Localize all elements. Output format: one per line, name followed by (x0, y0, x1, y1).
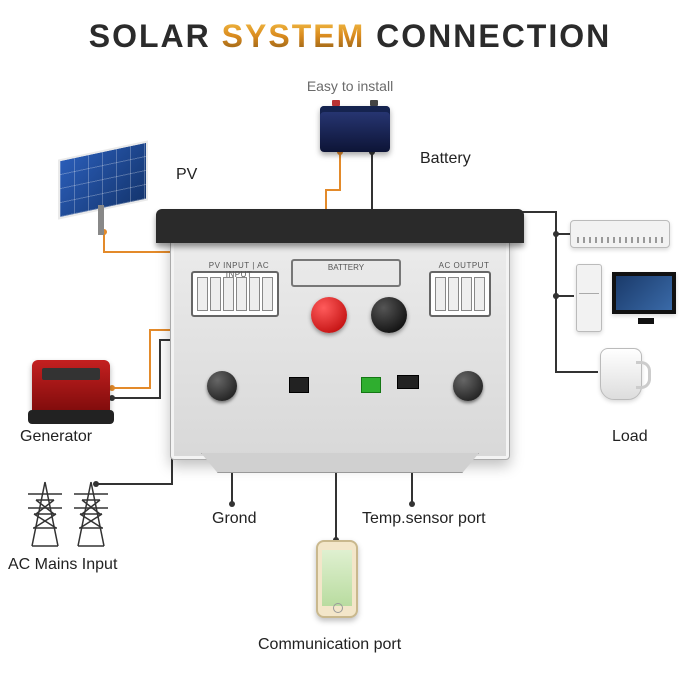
label-temp: Temp.sensor port (362, 510, 486, 528)
air-conditioner-icon (570, 220, 670, 248)
ac-output-block: AC OUTPUT (429, 271, 491, 317)
subtitle: Easy to install (307, 78, 393, 94)
label-acmains: AC Mains Input (8, 556, 117, 574)
inverter-base (201, 453, 479, 473)
label-load: Load (612, 428, 648, 446)
generator-icon (32, 360, 110, 416)
temp-sensor-port (361, 377, 381, 393)
label-pv: PV (176, 166, 197, 184)
battery-post-positive (311, 297, 347, 333)
title-word-2: SYSTEM (222, 18, 366, 54)
breaker-right (453, 371, 483, 401)
breaker-left (207, 371, 237, 401)
battery-icon (320, 106, 390, 152)
label-generator: Generator (20, 428, 92, 446)
output-block-label: AC OUTPUT (435, 261, 493, 270)
battery-frame: BATTERY (291, 259, 401, 287)
fridge-icon (576, 264, 602, 332)
battery-frame-label: BATTERY (328, 263, 364, 272)
title-word-1: SOLAR (89, 18, 211, 54)
rocker-switch (397, 375, 419, 389)
pv-pole-icon (98, 205, 104, 235)
pylon-icon (70, 480, 112, 548)
pylon-icon (24, 480, 66, 548)
tv-icon (612, 272, 676, 314)
title-word-3: CONNECTION (376, 18, 611, 54)
label-battery: Battery (420, 150, 471, 168)
inverter-unit: PV INPUT | AC INPUT BATTERY AC OUTPUT (170, 230, 510, 460)
phone-icon (316, 540, 358, 618)
kettle-icon (600, 348, 642, 400)
label-ground: Grond (212, 510, 256, 528)
main-title: SOLAR SYSTEM CONNECTION (89, 18, 611, 55)
rj45-port (289, 377, 309, 393)
input-block-label: PV INPUT | AC INPUT (197, 261, 281, 279)
pv-ac-input-block: PV INPUT | AC INPUT (191, 271, 279, 317)
battery-post-negative (371, 297, 407, 333)
label-comm: Communication port (258, 636, 401, 654)
